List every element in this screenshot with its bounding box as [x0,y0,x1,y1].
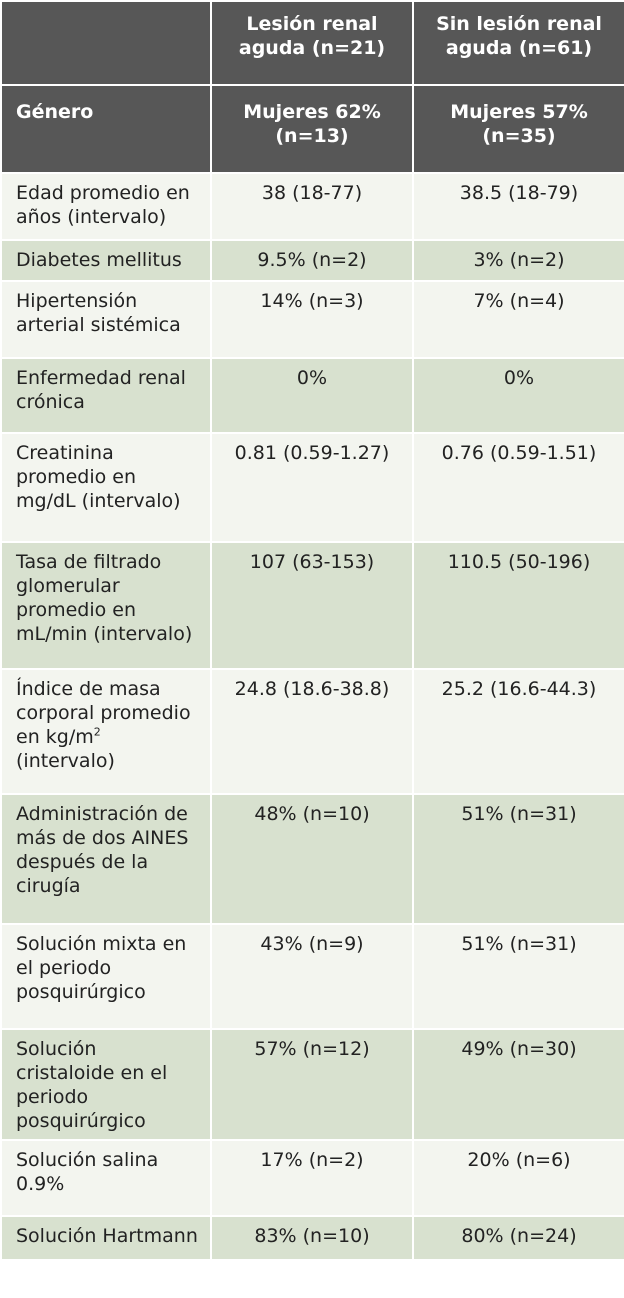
subheader-no-aki-gender: Mujeres 57% (n=35) [412,84,624,174]
header-no-aki-group: Sin lesión renal aguda (n=61) [412,0,624,86]
cell-aki-value: 24.8 (18.6-38.8) [210,668,414,795]
cell-aki-value: 9.5% (n=2) [210,239,414,282]
cell-aki-value: 0.81 (0.59-1.27) [210,432,414,543]
row-label-creatinine: Creatinina promedio en mg/dL (intervalo) [0,432,212,543]
cell-no-aki-value: 7% (n=4) [412,280,624,359]
row-label-ckd: Enfermedad renal crónica [0,357,212,434]
table-row: Índice de masa corporal promedio en kg/m… [0,668,624,795]
cell-aki-value: 83% (n=10) [210,1215,414,1261]
cell-aki-value: 17% (n=2) [210,1139,414,1217]
cell-no-aki-value: 51% (n=31) [412,923,624,1030]
table-row: Solución Hartmann 83% (n=10) 80% (n=24) [0,1215,624,1261]
cell-no-aki-value: 25.2 (16.6-44.3) [412,668,624,795]
header-empty-cell [0,0,212,86]
table-row: Diabetes mellitus 9.5% (n=2) 3% (n=2) [0,239,624,282]
row-label-bmi: Índice de masa corporal promedio en kg/m… [0,668,212,795]
row-label-crystalloid: Solución cristaloide en el periodo posqu… [0,1028,212,1141]
table-row: Edad promedio en años (intervalo) 38 (18… [0,172,624,241]
clinical-characteristics-table: Lesión renal aguda (n=21) Sin lesión ren… [0,0,624,1261]
cell-no-aki-value: 51% (n=31) [412,793,624,925]
cell-no-aki-value: 80% (n=24) [412,1215,624,1261]
subheader-aki-gender: Mujeres 62% (n=13) [210,84,414,174]
table-row: Enfermedad renal crónica 0% 0% [0,357,624,434]
row-label-age: Edad promedio en años (intervalo) [0,172,212,241]
cell-no-aki-value: 0.76 (0.59-1.51) [412,432,624,543]
cell-no-aki-value: 38.5 (18-79) [412,172,624,241]
table-subheader-row: Género Mujeres 62% (n=13) Mujeres 57% (n… [0,84,624,174]
cell-aki-value: 48% (n=10) [210,793,414,925]
table-row: Creatinina promedio en mg/dL (intervalo)… [0,432,624,543]
table-row: Administración de más de dos AINES despu… [0,793,624,925]
bmi-label-text: Índice de masa corporal promedio en kg/m [16,678,191,748]
cell-aki-value: 57% (n=12) [210,1028,414,1141]
table-header-row: Lesión renal aguda (n=21) Sin lesión ren… [0,0,624,86]
cell-no-aki-value: 110.5 (50-196) [412,541,624,670]
row-label-hypertension: Hipertensión arterial sistémica [0,280,212,359]
row-label-hartmann: Solución Hartmann [0,1215,212,1261]
table-row: Solución mixta en el periodo posquirúrgi… [0,923,624,1030]
table-row: Tasa de filtrado glomerular promedio en … [0,541,624,670]
subheader-gender-label: Género [0,84,212,174]
cell-aki-value: 43% (n=9) [210,923,414,1030]
table-row: Solución cristaloide en el periodo posqu… [0,1028,624,1141]
cell-no-aki-value: 20% (n=6) [412,1139,624,1217]
row-label-gfr: Tasa de filtrado glomerular promedio en … [0,541,212,670]
bmi-label-superscript: 2 [93,725,101,739]
cell-no-aki-value: 49% (n=30) [412,1028,624,1141]
row-label-mixed-solution: Solución mixta en el periodo posquirúrgi… [0,923,212,1030]
cell-aki-value: 38 (18-77) [210,172,414,241]
bmi-label-suffix: (intervalo) [16,750,115,772]
cell-no-aki-value: 3% (n=2) [412,239,624,282]
cell-aki-value: 0% [210,357,414,434]
row-label-nsaids: Administración de más de dos AINES despu… [0,793,212,925]
cell-aki-value: 107 (63-153) [210,541,414,670]
cell-aki-value: 14% (n=3) [210,280,414,359]
table-row: Solución salina 0.9% 17% (n=2) 20% (n=6) [0,1139,624,1217]
table-row: Hipertensión arterial sistémica 14% (n=3… [0,280,624,359]
cell-no-aki-value: 0% [412,357,624,434]
header-aki-group: Lesión renal aguda (n=21) [210,0,414,86]
row-label-diabetes: Diabetes mellitus [0,239,212,282]
row-label-saline: Solución salina 0.9% [0,1139,212,1217]
